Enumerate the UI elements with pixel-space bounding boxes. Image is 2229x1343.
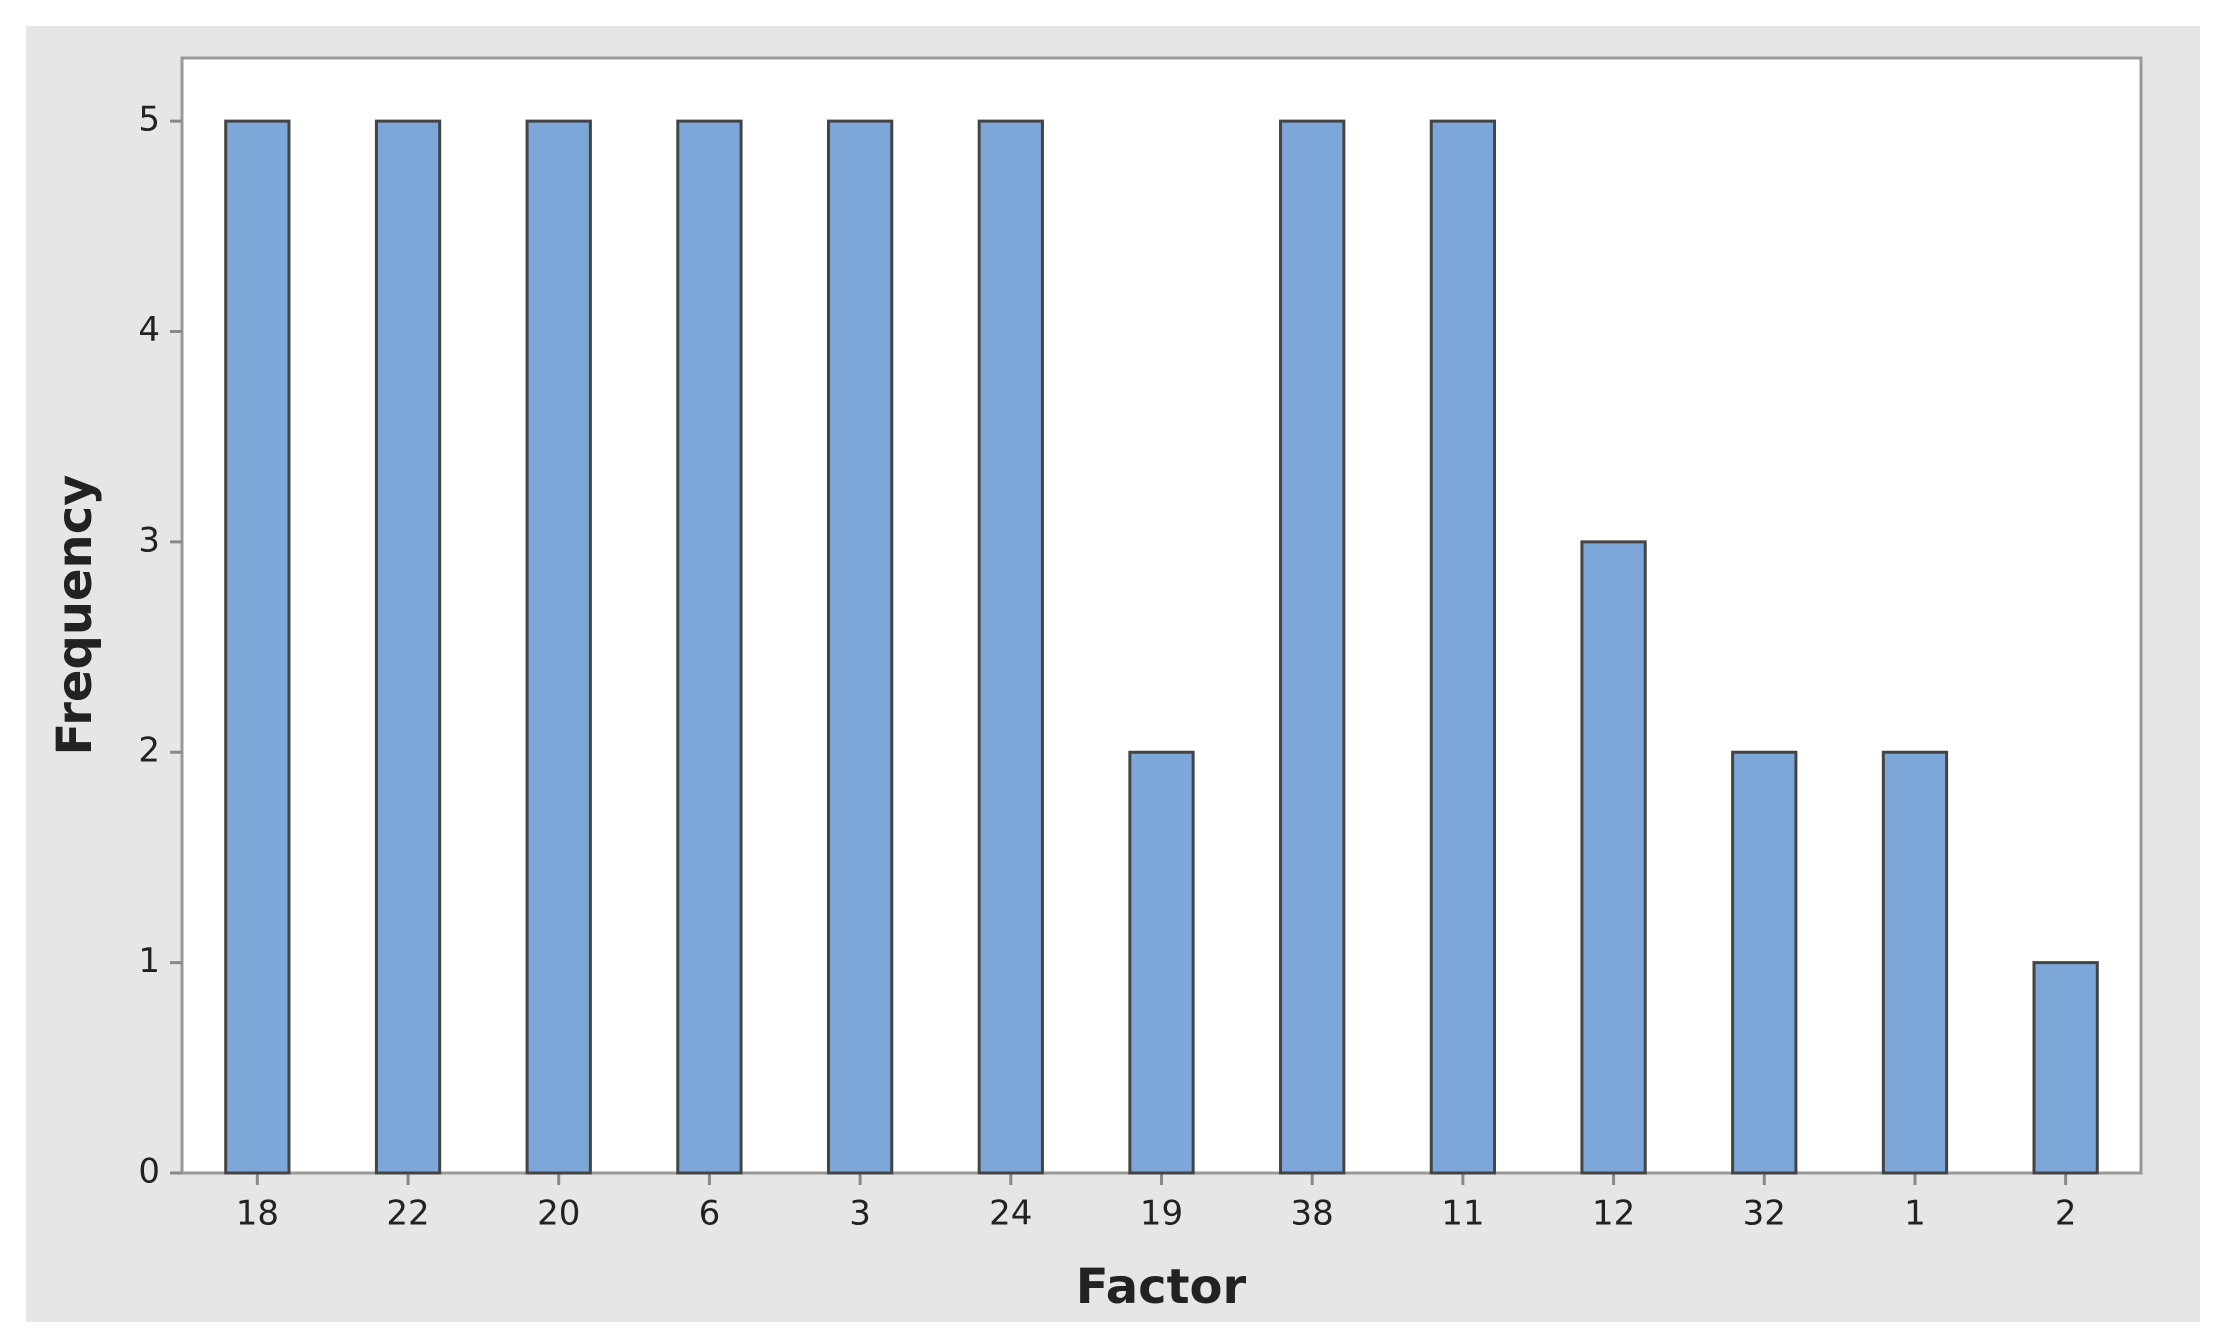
bar: [1731, 750, 1798, 1175]
bar: [525, 119, 592, 1175]
x-tick-label: 19: [1140, 1194, 1183, 1234]
x-tick-label: 1: [1904, 1194, 1926, 1234]
y-tick-label: 3: [138, 520, 160, 560]
x-tick-label: 12: [1592, 1194, 1635, 1234]
y-tick-label: 5: [138, 100, 160, 140]
bar: [676, 119, 743, 1175]
x-tick-label: 32: [1743, 1194, 1786, 1234]
x-tick-label: 20: [537, 1194, 580, 1234]
x-tick-label: 6: [699, 1194, 721, 1234]
y-tick-label: 2: [138, 731, 160, 771]
x-axis-title: Factor: [1076, 1259, 1247, 1315]
bar: [374, 119, 442, 1175]
x-tick-label: 2: [2055, 1194, 2077, 1234]
x-tick-label: 3: [849, 1194, 871, 1234]
y-tick-label: 0: [138, 1152, 160, 1192]
x-tick-label: 24: [989, 1194, 1032, 1234]
bar: [1279, 119, 1346, 1175]
y-tick-label: 4: [138, 310, 160, 350]
x-tick-label: 38: [1291, 1194, 1334, 1234]
bar: [977, 119, 1044, 1175]
bar: [1580, 540, 1647, 1175]
x-tick-label: 18: [236, 1194, 279, 1234]
x-tick-label: 11: [1441, 1194, 1484, 1234]
bar: [1429, 119, 1497, 1175]
bar: [2032, 961, 2099, 1175]
bar: [1881, 750, 1949, 1175]
bar: [224, 119, 291, 1175]
y-axis-title: Frequency: [47, 475, 103, 756]
bar: [1128, 750, 1195, 1175]
bar: [826, 119, 894, 1175]
x-tick-label: 22: [386, 1194, 429, 1234]
y-tick-label: 1: [138, 941, 160, 981]
